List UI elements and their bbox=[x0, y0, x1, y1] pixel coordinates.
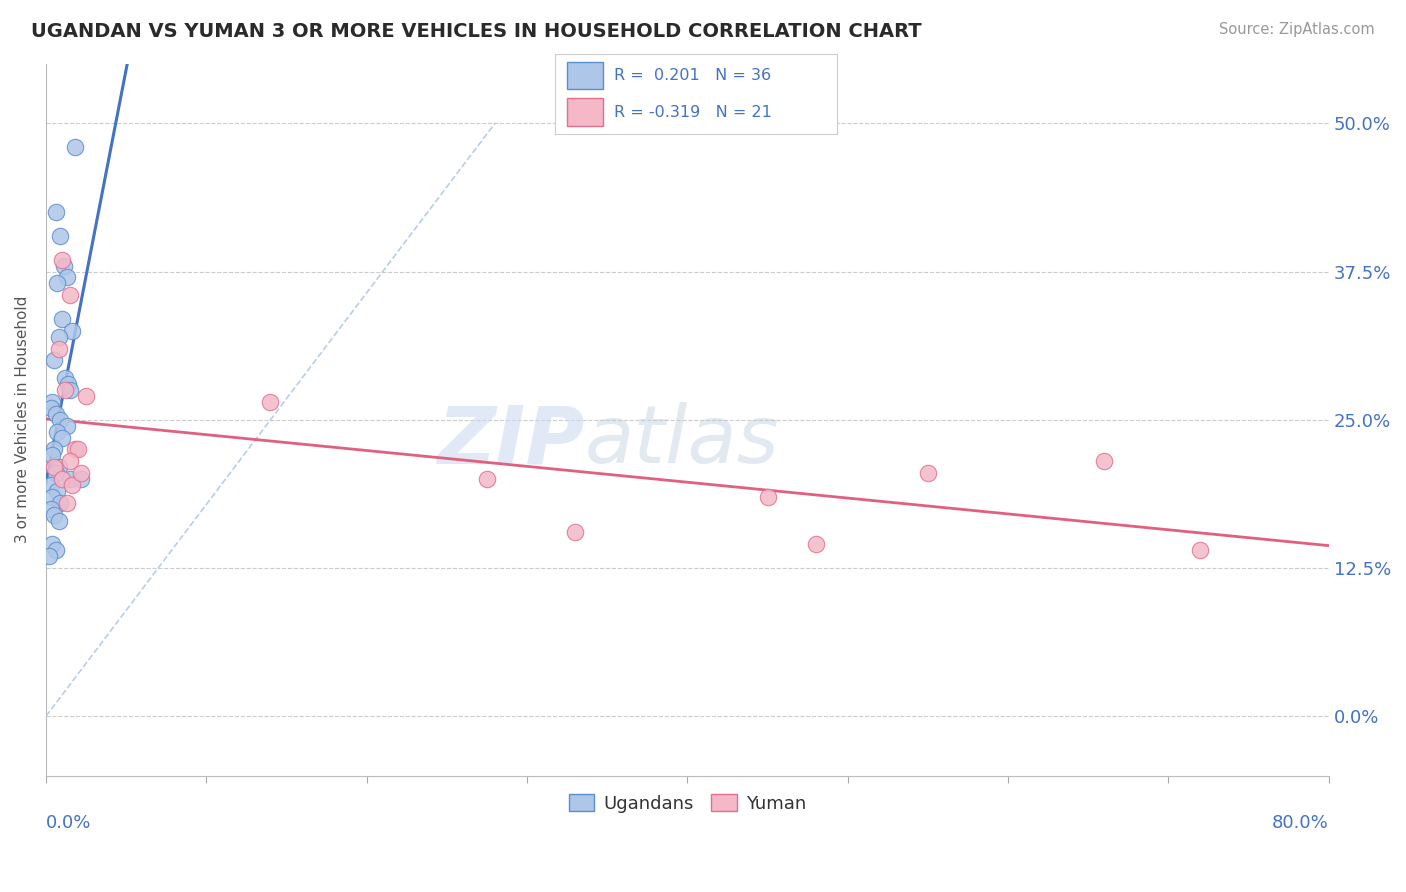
Point bbox=[917, 466, 939, 480]
Point bbox=[59, 454, 82, 468]
Point bbox=[49, 413, 72, 427]
Text: Source: ZipAtlas.com: Source: ZipAtlas.com bbox=[1219, 22, 1375, 37]
Point bbox=[48, 342, 70, 356]
Point bbox=[59, 383, 82, 397]
Legend: Ugandans, Yuman: Ugandans, Yuman bbox=[561, 787, 813, 820]
Point bbox=[259, 395, 281, 409]
Point bbox=[46, 483, 69, 498]
Point bbox=[60, 324, 83, 338]
Point bbox=[58, 377, 80, 392]
Point bbox=[51, 472, 73, 486]
Point bbox=[49, 229, 72, 244]
Point bbox=[56, 418, 79, 433]
Point bbox=[42, 353, 65, 368]
Point bbox=[564, 525, 586, 540]
Point bbox=[48, 330, 70, 344]
Text: ZIP: ZIP bbox=[437, 402, 585, 480]
Point bbox=[67, 442, 90, 457]
Point bbox=[45, 407, 67, 421]
Text: 80.0%: 80.0% bbox=[1272, 814, 1329, 832]
Point bbox=[45, 466, 67, 480]
Point bbox=[56, 496, 79, 510]
Point bbox=[60, 478, 83, 492]
Point bbox=[63, 140, 86, 154]
Point bbox=[38, 549, 60, 563]
Point bbox=[59, 288, 82, 302]
Point bbox=[41, 395, 63, 409]
Point bbox=[49, 496, 72, 510]
Point bbox=[41, 490, 63, 504]
FancyBboxPatch shape bbox=[567, 98, 603, 126]
Text: 0.0%: 0.0% bbox=[46, 814, 91, 832]
Point bbox=[56, 270, 79, 285]
Point bbox=[1189, 543, 1212, 558]
Point bbox=[48, 460, 70, 475]
Point bbox=[75, 389, 97, 403]
Point bbox=[59, 472, 82, 486]
Point bbox=[1092, 454, 1115, 468]
Point bbox=[46, 425, 69, 439]
Point bbox=[756, 490, 779, 504]
Point bbox=[39, 501, 62, 516]
Text: atlas: atlas bbox=[585, 402, 779, 480]
Point bbox=[45, 543, 67, 558]
Point bbox=[46, 277, 69, 291]
Point bbox=[53, 383, 76, 397]
Point bbox=[42, 508, 65, 522]
Point bbox=[53, 371, 76, 385]
Point bbox=[52, 259, 75, 273]
Point bbox=[39, 478, 62, 492]
Point bbox=[42, 442, 65, 457]
Point bbox=[70, 472, 93, 486]
FancyBboxPatch shape bbox=[567, 62, 603, 89]
Point bbox=[51, 431, 73, 445]
Text: R =  0.201   N = 36: R = 0.201 N = 36 bbox=[614, 68, 772, 83]
Point bbox=[39, 401, 62, 415]
Point bbox=[475, 472, 498, 486]
Point bbox=[41, 448, 63, 462]
Point bbox=[51, 312, 73, 326]
Point bbox=[42, 460, 65, 475]
Point bbox=[804, 537, 827, 551]
Text: R = -0.319   N = 21: R = -0.319 N = 21 bbox=[614, 104, 772, 120]
Point bbox=[48, 514, 70, 528]
Point bbox=[41, 537, 63, 551]
Text: UGANDAN VS YUMAN 3 OR MORE VEHICLES IN HOUSEHOLD CORRELATION CHART: UGANDAN VS YUMAN 3 OR MORE VEHICLES IN H… bbox=[31, 22, 921, 41]
Point bbox=[45, 205, 67, 219]
Point bbox=[51, 252, 73, 267]
Point bbox=[70, 466, 93, 480]
Y-axis label: 3 or more Vehicles in Household: 3 or more Vehicles in Household bbox=[15, 296, 30, 543]
Point bbox=[63, 442, 86, 457]
